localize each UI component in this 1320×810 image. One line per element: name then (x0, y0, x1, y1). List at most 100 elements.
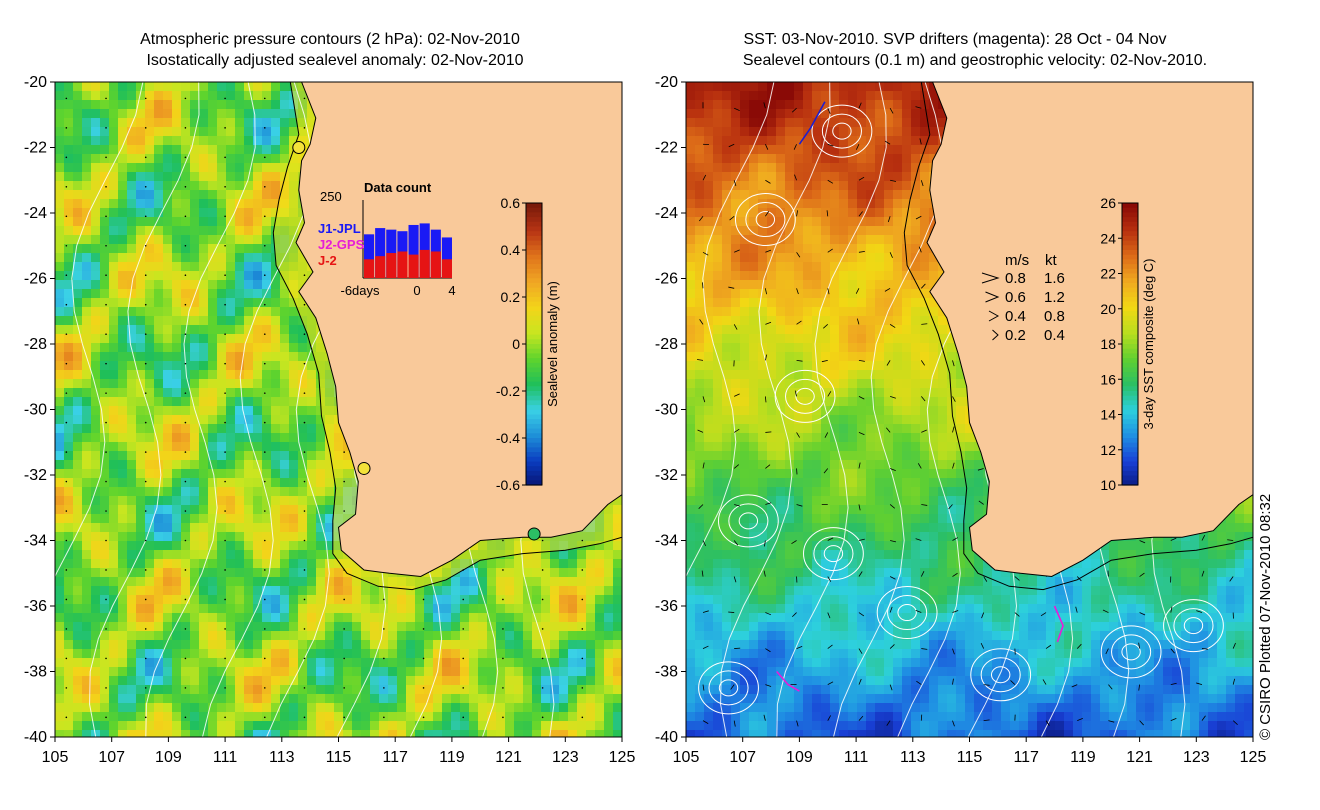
left-field-cell (397, 712, 407, 722)
left-field-cell (91, 505, 101, 515)
left-field-cell (109, 406, 119, 416)
left-field-cell (145, 559, 155, 569)
left-field-cell (109, 208, 119, 218)
left-field-cell (82, 586, 92, 596)
left-field-cell (73, 145, 83, 155)
left-field-cell (271, 424, 281, 434)
left-field-cell (334, 667, 344, 677)
left-field-cell (181, 199, 191, 209)
left-field-cell (307, 505, 317, 515)
left-field-cell (604, 577, 614, 587)
pressure-dot (383, 657, 385, 660)
left-field-cell (73, 712, 83, 722)
left-field-cell (181, 433, 191, 443)
pressure-dot (184, 510, 187, 512)
left-field-cell (55, 262, 65, 272)
left-field-cell (325, 586, 335, 596)
left-field-cell (262, 316, 272, 326)
left-field-cell (280, 658, 290, 668)
left-field-cell (487, 721, 497, 731)
left-field-cell (568, 613, 578, 623)
left-field-cell (550, 694, 560, 704)
left-field-cell (379, 631, 389, 641)
left-field-cell (100, 145, 110, 155)
left-field-cell (226, 271, 236, 281)
left-field-cell (577, 703, 587, 713)
pressure-dot (105, 303, 107, 306)
left-field-cell (487, 649, 497, 659)
left-field-cell (244, 235, 254, 245)
left-field-cell (172, 721, 182, 731)
left-field-cell (163, 262, 173, 272)
left-field-cell (208, 109, 218, 119)
left-field-cell (181, 406, 191, 416)
left-field-cell (307, 649, 317, 659)
left-field-cell (496, 586, 506, 596)
left-field-cell (505, 640, 515, 650)
left-field-cell (253, 172, 263, 182)
left-field-cell (109, 145, 119, 155)
left-field-cell (163, 676, 173, 686)
left-field-cell (262, 163, 272, 173)
left-field-cell (82, 415, 92, 425)
left-field-cell (352, 649, 362, 659)
left-field-cell (280, 676, 290, 686)
left-field-cell (100, 460, 110, 470)
left-field-cell (280, 379, 290, 389)
left-field-cell (523, 568, 533, 578)
left-field-cell (262, 487, 272, 497)
left-field-cell (271, 730, 281, 737)
left-field-cell (217, 163, 227, 173)
left-field-cell (208, 712, 218, 722)
left-field-cell (568, 631, 578, 641)
left-field-cell (55, 442, 65, 452)
left-field-cell (217, 631, 227, 641)
left-field-cell (262, 460, 272, 470)
left-field-cell (568, 730, 578, 737)
left-field-cell (289, 127, 299, 137)
left-field-cell (145, 82, 155, 92)
left-field-cell (82, 181, 92, 191)
left-field-cell (136, 127, 146, 137)
left-field-cell (181, 424, 191, 434)
left-field-cell (154, 568, 164, 578)
pressure-dot (65, 303, 68, 306)
left-field-cell (100, 523, 110, 533)
left-field-cell (586, 658, 596, 668)
left-field-cell (82, 703, 92, 713)
left-field-cell (172, 442, 182, 452)
left-field-cell (181, 550, 191, 560)
left-field-cell (397, 667, 407, 677)
left-field-cell (289, 109, 299, 119)
left-field-cell (325, 532, 335, 542)
left-field-cell (190, 622, 200, 632)
left-field-cell (532, 730, 542, 737)
left-field-cell (64, 415, 74, 425)
left-field-cell (280, 712, 290, 722)
left-field-cell (541, 667, 551, 677)
left-field-cell (199, 154, 209, 164)
pressure-dot (263, 480, 266, 483)
left-field-cell (280, 334, 290, 344)
left-field-cell (541, 595, 551, 605)
left-field-cell (262, 136, 272, 146)
left-field-cell (199, 82, 209, 92)
left-field-cell (154, 280, 164, 290)
left-field-cell (604, 721, 614, 731)
left-field-cell (343, 694, 353, 704)
left-field-cell (280, 703, 290, 713)
left-field-cell (604, 667, 614, 677)
pressure-dot (144, 539, 147, 542)
left-field-cell (73, 379, 83, 389)
left-field-cell (487, 568, 497, 578)
left-field-cell (217, 226, 227, 236)
left-field-cell (217, 469, 227, 479)
left-field-cell (154, 217, 164, 227)
left-field-cell (451, 676, 461, 686)
left-field-cell (226, 496, 236, 506)
left-field-cell (163, 154, 173, 164)
left-field-cell (199, 568, 209, 578)
left-field-cell (208, 550, 218, 560)
left-field-cell (64, 676, 74, 686)
left-field-cell (289, 649, 299, 659)
